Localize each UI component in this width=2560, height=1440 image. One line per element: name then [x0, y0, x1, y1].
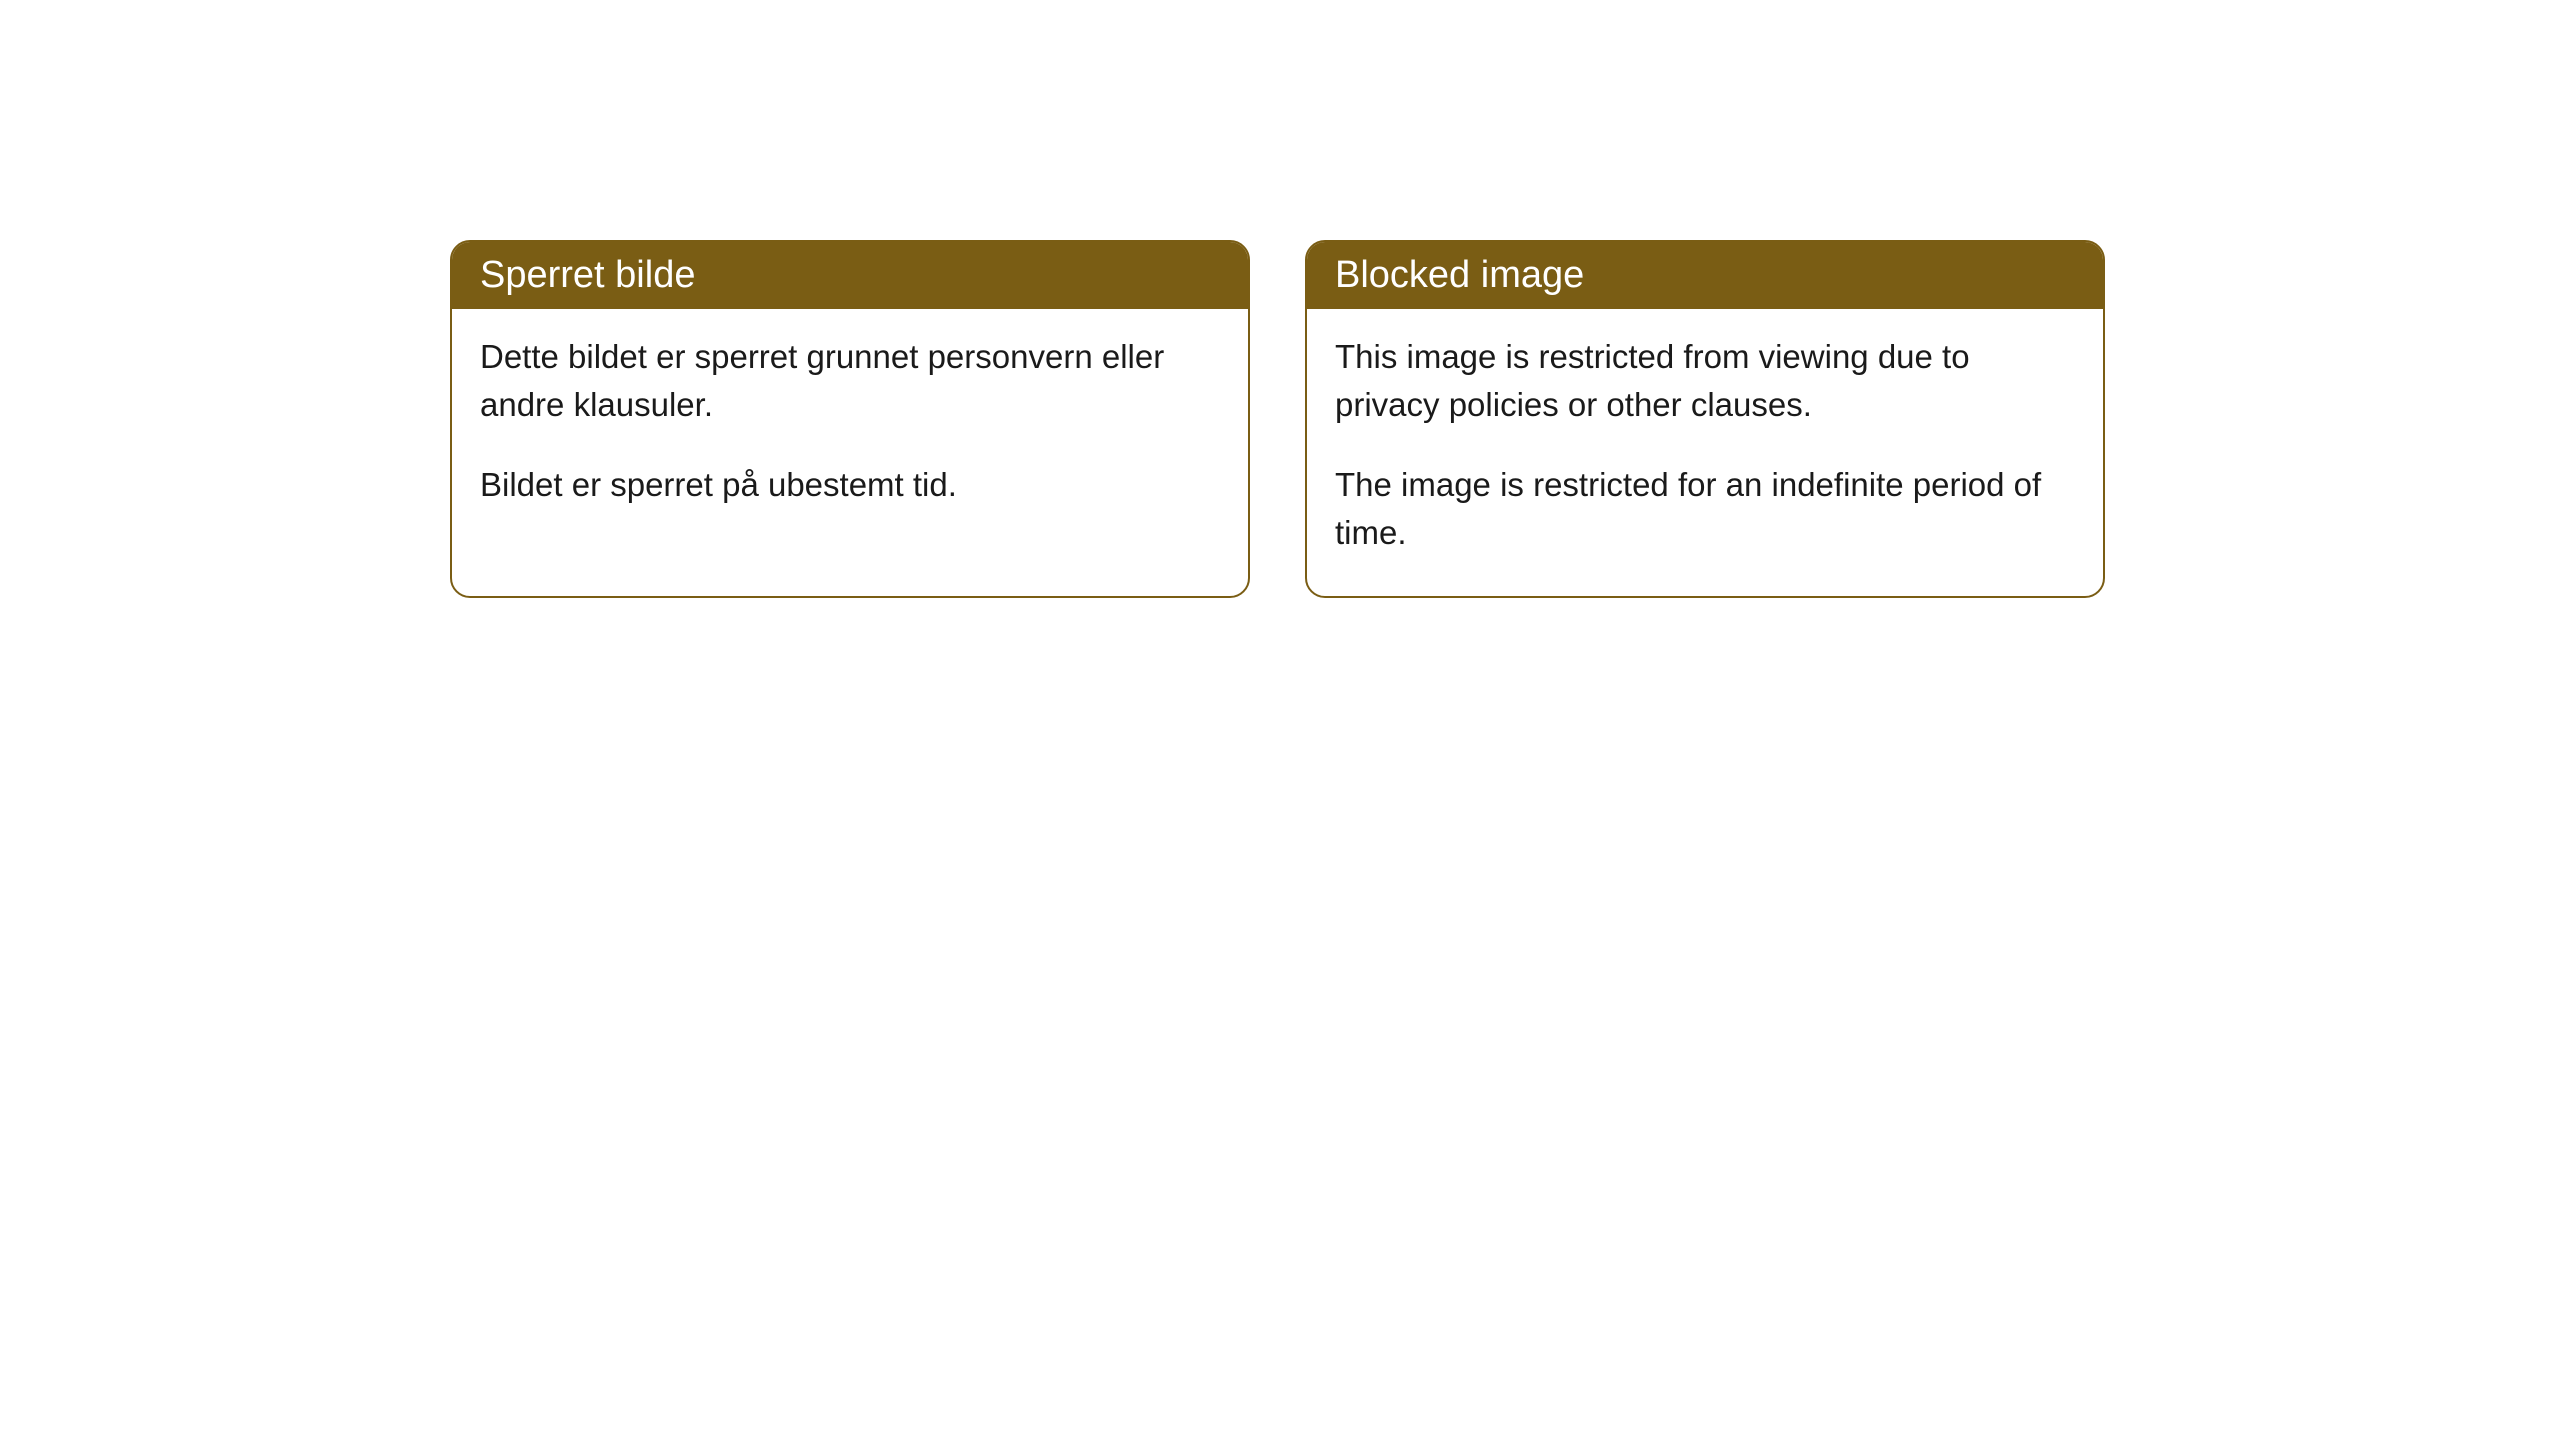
- card-title: Sperret bilde: [480, 254, 695, 296]
- notice-cards-container: Sperret bilde Dette bildet er sperret gr…: [450, 240, 2110, 598]
- card-paragraph: This image is restricted from viewing du…: [1335, 333, 2075, 429]
- notice-card-english: Blocked image This image is restricted f…: [1305, 240, 2105, 598]
- card-title: Blocked image: [1335, 254, 1584, 296]
- notice-card-norwegian: Sperret bilde Dette bildet er sperret gr…: [450, 240, 1250, 598]
- card-header: Blocked image: [1307, 242, 2103, 309]
- card-body: This image is restricted from viewing du…: [1307, 309, 2103, 596]
- card-header: Sperret bilde: [452, 242, 1248, 309]
- card-paragraph: The image is restricted for an indefinit…: [1335, 461, 2075, 557]
- card-body: Dette bildet er sperret grunnet personve…: [452, 309, 1248, 549]
- card-paragraph: Dette bildet er sperret grunnet personve…: [480, 333, 1220, 429]
- card-paragraph: Bildet er sperret på ubestemt tid.: [480, 461, 1220, 509]
